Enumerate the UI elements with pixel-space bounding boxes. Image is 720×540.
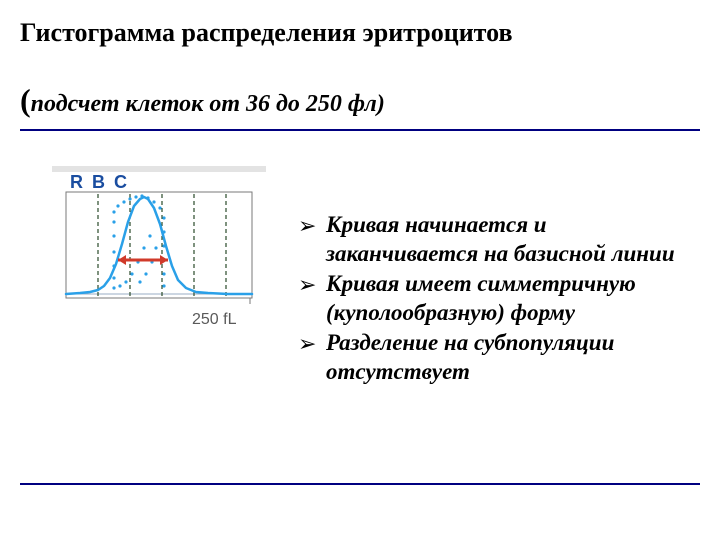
bullet-item: ➢Кривая имеет симметричную (куполообразн…	[298, 269, 700, 328]
rbc-histogram-chart: R B C 250 fL	[52, 166, 266, 342]
bottom-rule	[20, 483, 700, 485]
bullet-text: Разделение на субпопуляции отсутствует	[326, 328, 700, 387]
svg-text:250 fL: 250 fL	[192, 311, 237, 328]
bullet-text: Кривая начинается и заканчивается на баз…	[326, 210, 700, 269]
subtitle-text: подсчет клеток от 36 до 250 фл)	[31, 91, 385, 117]
chart-svg: R B C 250 fL	[52, 166, 266, 342]
subtitle-container: (подсчет клеток от 36 до 250 фл)	[20, 82, 700, 131]
bullet-marker-icon: ➢	[298, 210, 326, 240]
bullet-list: ➢Кривая начинается и заканчивается на ба…	[298, 210, 700, 387]
page-title: Гистограмма распределения эритроцитов	[20, 18, 513, 48]
subtitle-open-paren: (	[20, 82, 31, 118]
bullet-item: ➢Кривая начинается и заканчивается на ба…	[298, 210, 700, 269]
svg-text:R B C: R B C	[70, 172, 129, 192]
bullet-marker-icon: ➢	[298, 328, 326, 358]
bullet-item: ➢Разделение на субпопуляции отсутствует	[298, 328, 700, 387]
bullet-text: Кривая имеет симметричную (куполообразну…	[326, 269, 700, 328]
bullet-marker-icon: ➢	[298, 269, 326, 299]
